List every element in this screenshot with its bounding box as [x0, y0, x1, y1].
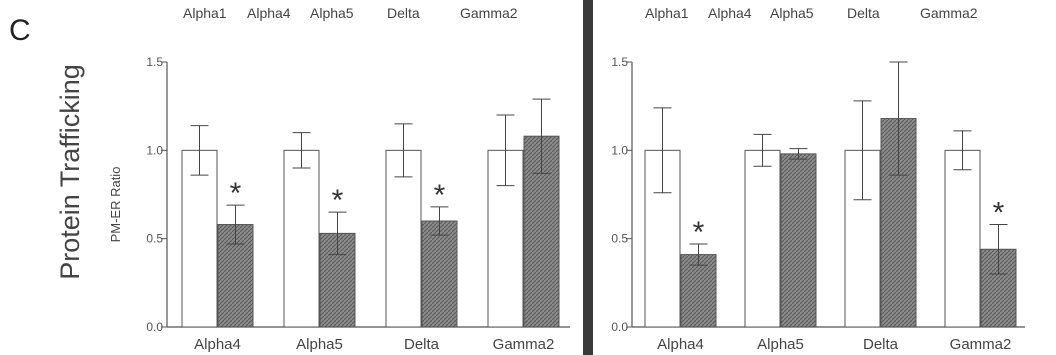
panel-divider	[583, 0, 593, 355]
header-label: Alpha5	[770, 5, 814, 21]
category-label: Alpha5	[757, 336, 804, 353]
bar-control	[283, 149, 320, 328]
header-label: Alpha5	[310, 5, 354, 21]
y-tick-label: 0.5	[146, 232, 163, 246]
bar-treated	[421, 220, 458, 328]
chart-panel-left: Alpha1 Alpha4 Alpha5 Delta Gamma2 0.0 0.5 1.0 1.…	[108, 5, 570, 353]
header-label: Alpha1	[645, 5, 689, 21]
significance-star: *	[693, 216, 705, 249]
category-label: Alpha5	[296, 336, 343, 353]
header-label: Alpha4	[708, 5, 752, 21]
category-label: Gamma2	[950, 336, 1012, 353]
y-tick-label: 1.5	[611, 55, 628, 69]
header-label: Alpha4	[247, 5, 291, 21]
panel-letter: C	[9, 14, 31, 47]
y-section-label: Protein Trafficking	[55, 64, 85, 280]
bar-treated	[780, 153, 817, 328]
header-label: Delta	[847, 5, 880, 21]
y-axis-label: PM-ER Ratio	[108, 167, 123, 243]
category-label: Gamma2	[493, 336, 555, 353]
category-label: Alpha4	[194, 336, 241, 353]
significance-star: *	[230, 177, 242, 210]
bar-control	[744, 149, 781, 328]
category-label: Alpha4	[657, 336, 704, 353]
significance-star: *	[332, 184, 344, 217]
header-label: Delta	[387, 5, 420, 21]
category-label: Delta	[404, 336, 440, 353]
y-tick-label: 1.0	[146, 143, 163, 157]
y-tick-label: 1.0	[611, 143, 628, 157]
y-tick-label: 0.5	[611, 232, 628, 246]
y-tick-label: 0.0	[146, 320, 163, 334]
bar-control	[181, 149, 218, 328]
category-label: Delta	[863, 336, 899, 353]
header-label: Alpha1	[183, 5, 227, 21]
bar-control	[944, 149, 981, 328]
y-tick-label: 0.0	[611, 320, 628, 334]
significance-star: *	[993, 197, 1005, 230]
significance-star: *	[434, 179, 446, 212]
y-tick-label: 1.5	[146, 55, 163, 69]
header-label: Gamma2	[920, 5, 978, 21]
bar-treated	[680, 254, 717, 328]
header-label: Gamma2	[460, 5, 518, 21]
chart-panel-right: Alpha1 Alpha4 Alpha5 Delta Gamma2 0.0 0.5 1.0 1.…	[611, 5, 1025, 353]
